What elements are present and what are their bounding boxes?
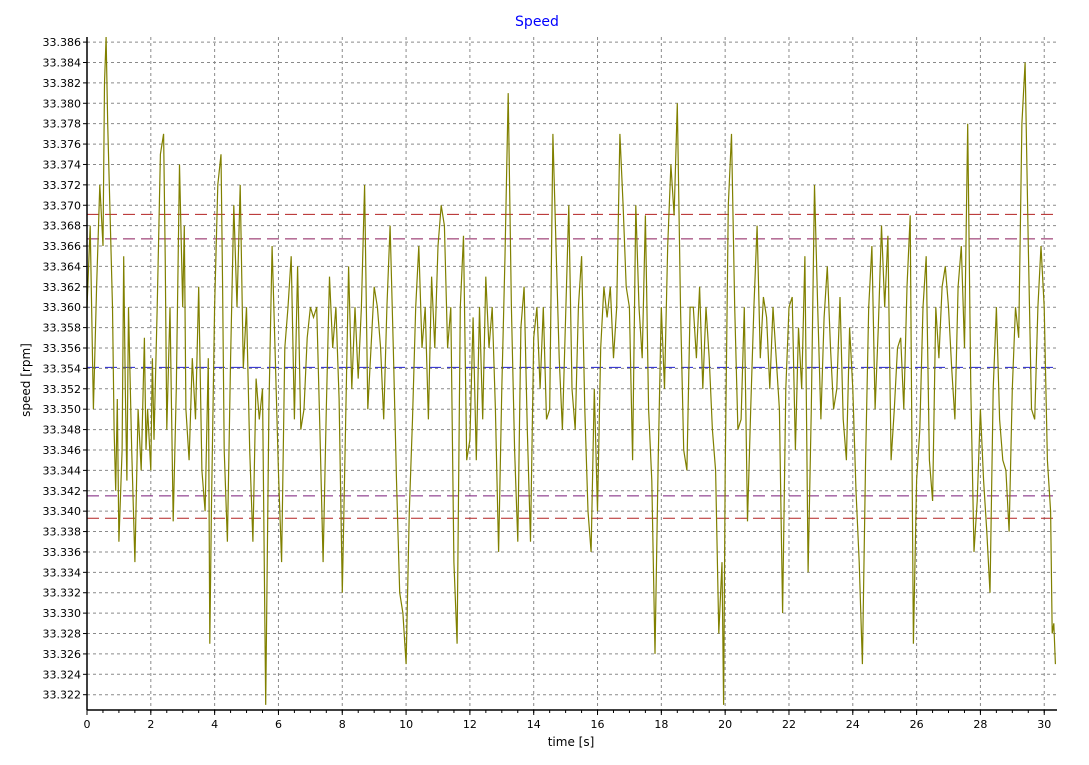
y-tick-labels: 33.322 33.324 33.326 33.328 33.330 33.332 33.3… [43,36,82,702]
y-tick-label: 33.332 [43,587,82,600]
x-tick-label: 6 [275,718,282,731]
x-tick-label: 24 [846,718,860,731]
y-tick-label: 33.336 [43,546,82,559]
y-tick-label: 33.360 [43,301,82,314]
x-tick-label: 18 [654,718,668,731]
y-tick-label: 33.328 [43,628,82,641]
x-tick-label: 14 [527,718,541,731]
series-group [86,36,1056,705]
y-tick-label: 33.380 [43,97,82,110]
x-tick-label: 16 [591,718,605,731]
x-tick-label: 30 [1037,718,1051,731]
y-tick-label: 33.342 [43,485,82,498]
y-tick-label: 33.372 [43,179,82,192]
x-tick-label: 4 [211,718,218,731]
y-tick-label: 33.348 [43,424,82,437]
y-tick-label: 33.322 [43,689,82,702]
chart-title: Speed [515,14,559,30]
y-tick-label: 33.368 [43,220,82,233]
axes [83,37,1057,715]
y-tick-label: 33.382 [43,77,82,90]
x-tick-labels: 0 2 4 6 8 10 12 14 16 18 20 22 24 26 28 30 [84,718,1052,731]
x-tick-label: 20 [718,718,732,731]
y-tick-label: 33.346 [43,444,82,457]
y-tick-label: 33.356 [43,342,82,355]
speed-line [86,36,1056,705]
y-tick-label: 33.362 [43,281,82,294]
y-tick-label: 33.358 [43,322,82,335]
y-tick-label: 33.344 [43,464,82,477]
y-tick-label: 33.326 [43,648,82,661]
y-tick-label: 33.330 [43,607,82,620]
grid [86,37,1057,710]
y-tick-label: 33.376 [43,138,82,151]
y-tick-label: 33.334 [43,566,82,579]
y-tick-label: 33.354 [43,362,82,375]
y-tick-label: 33.384 [43,56,82,69]
x-tick-label: 8 [339,718,346,731]
y-axis-label: speed [rpm] [19,343,33,417]
x-axis-label: time [s] [548,735,595,749]
y-tick-label: 33.364 [43,260,82,273]
x-tick-label: 28 [973,718,987,731]
y-tick-label: 33.340 [43,505,82,518]
x-tick-label: 26 [910,718,924,731]
x-tick-label: 12 [463,718,477,731]
y-tick-label: 33.366 [43,240,82,253]
x-tick-label: 2 [147,718,154,731]
y-tick-label: 33.370 [43,199,82,212]
x-tick-label: 10 [399,718,413,731]
x-tick-label: 22 [782,718,796,731]
y-tick-label: 33.378 [43,118,82,131]
y-tick-label: 33.324 [43,668,82,681]
y-tick-label: 33.386 [43,36,82,49]
y-tick-label: 33.374 [43,158,82,171]
y-tick-label: 33.352 [43,383,82,396]
y-tick-label: 33.338 [43,526,82,539]
y-tick-label: 33.350 [43,403,82,416]
x-tick-label: 0 [84,718,91,731]
